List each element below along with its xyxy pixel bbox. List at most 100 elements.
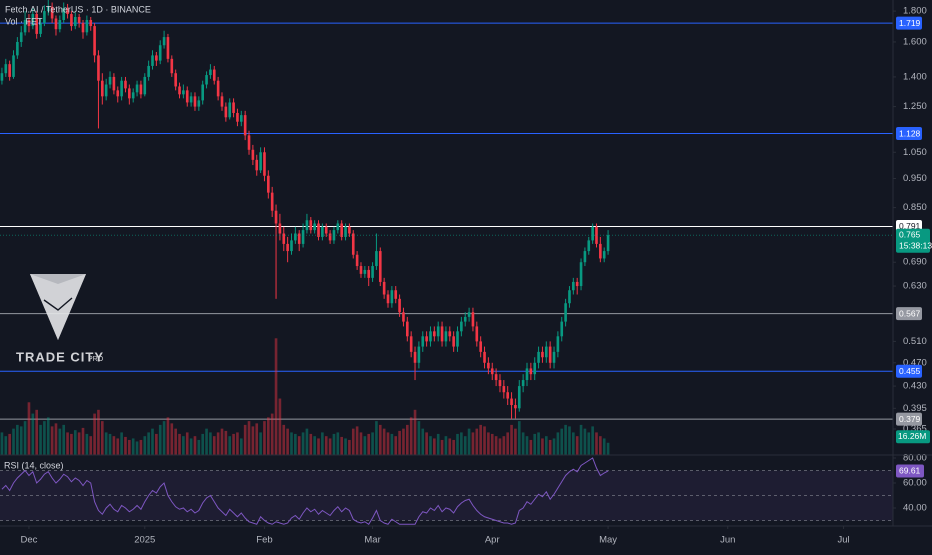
volume-bar — [216, 432, 220, 455]
level-label: 0.379 — [899, 414, 921, 424]
level-badge — [896, 364, 922, 378]
candle-body — [413, 351, 417, 363]
volume-bar — [425, 432, 428, 455]
candle-body — [502, 386, 506, 393]
candle-body — [158, 45, 162, 61]
candle-body — [162, 37, 166, 46]
candle-body — [66, 8, 69, 15]
volume-bar — [351, 428, 355, 455]
candle-body — [517, 386, 521, 409]
candle-body — [548, 346, 552, 363]
candle-body — [243, 115, 247, 136]
candle-body — [81, 23, 85, 33]
candle-body — [39, 23, 42, 34]
candle-body — [16, 41, 19, 56]
candle-body — [305, 220, 309, 231]
volume-bar — [73, 430, 77, 455]
volume-bar — [85, 433, 89, 455]
rsi-tick-label: 40.00 — [903, 503, 927, 514]
candle-body — [529, 368, 533, 375]
volume-bar — [182, 436, 185, 455]
level-badge — [896, 16, 922, 30]
candle-body — [290, 240, 293, 252]
volume-bar — [510, 424, 513, 455]
volume-bar — [77, 432, 81, 455]
candles — [0, 0, 610, 420]
volume-bar — [525, 436, 529, 455]
candle-body — [77, 16, 81, 24]
last-price-badge — [896, 228, 930, 253]
volume-bar — [124, 436, 127, 455]
volume-bar — [344, 438, 347, 455]
volume-bar — [66, 432, 69, 455]
candle-body — [421, 336, 425, 347]
volume-bar — [440, 439, 444, 455]
volume-bar — [12, 428, 15, 455]
watermark-suffix: PRO — [88, 356, 104, 363]
volume-bar — [394, 436, 398, 455]
volume-bar — [232, 433, 235, 455]
volume-bar — [595, 432, 598, 455]
volume-bar — [166, 417, 170, 455]
candle-body — [483, 351, 486, 363]
volume-bar — [205, 428, 208, 455]
candle-body — [409, 336, 413, 352]
volume-bar — [151, 428, 154, 455]
level-label: 0.791 — [899, 221, 921, 231]
volume-bar — [460, 432, 463, 455]
candle-body — [185, 90, 189, 103]
candle-body — [309, 220, 313, 231]
candle-body — [575, 281, 579, 287]
volume-bar — [259, 432, 262, 455]
candle-body — [521, 380, 525, 387]
volume-bar — [100, 421, 104, 455]
candle-body — [166, 37, 170, 59]
candle-body — [444, 331, 448, 342]
volume-bar — [128, 439, 131, 455]
candle-body — [359, 266, 363, 274]
candle-body — [8, 64, 11, 77]
candle-body — [564, 303, 567, 322]
candle-body — [467, 312, 471, 317]
candle-body — [433, 331, 436, 337]
volume-bar — [131, 438, 135, 455]
volume-bar — [413, 409, 417, 455]
candle-body — [147, 65, 150, 77]
volume-bar — [104, 432, 108, 455]
y-tick-label: 0.365 — [903, 424, 927, 435]
candle-body — [104, 84, 108, 97]
candle-body — [239, 115, 243, 122]
level-label: 1.719 — [899, 18, 921, 28]
volume-bar — [46, 417, 50, 455]
candle-body — [189, 96, 193, 103]
candle-body — [544, 346, 548, 358]
volume-bar — [409, 417, 413, 455]
volume-bar — [367, 433, 371, 455]
volume-bar — [274, 338, 278, 455]
candle-body — [471, 312, 475, 327]
candle-body — [348, 226, 351, 234]
candle-body — [120, 80, 123, 97]
level-badge — [896, 412, 922, 426]
countdown: 15:38:13 — [899, 240, 932, 250]
volume-bar — [324, 436, 328, 455]
candle-body — [398, 298, 401, 313]
volume-bar — [263, 421, 266, 455]
candle-body — [390, 290, 394, 304]
volume-bar — [579, 424, 583, 455]
watermark: TRADE CITY PRO — [16, 274, 104, 364]
rsi-tick-label: 80.00 — [903, 453, 927, 464]
candle-body — [232, 102, 235, 113]
x-tick-label: Mar — [364, 535, 380, 546]
candle-body — [313, 223, 316, 231]
volume-bar — [602, 438, 606, 455]
volume-bar — [375, 421, 378, 455]
volume-bar — [297, 436, 301, 455]
candle-body — [301, 230, 305, 244]
y-tick-label: 0.850 — [903, 202, 927, 213]
volume-bar — [483, 426, 486, 455]
volume-bar — [185, 432, 189, 455]
volume-bar — [560, 428, 564, 455]
volume-bar — [147, 432, 150, 455]
